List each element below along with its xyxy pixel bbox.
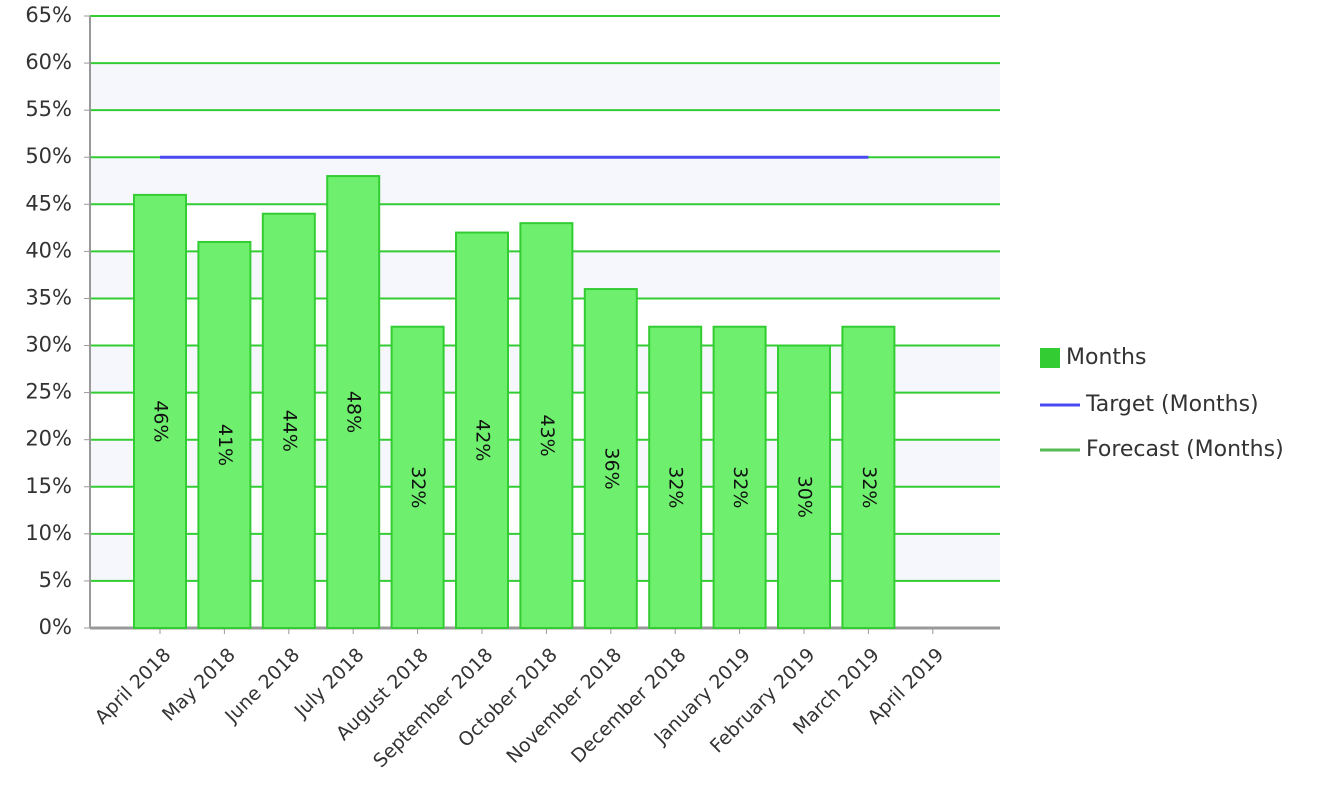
y-tick-label: 20% — [25, 427, 72, 451]
bar — [583, 288, 638, 629]
bar — [197, 240, 252, 629]
bar — [841, 325, 896, 629]
bar — [777, 344, 831, 629]
bar — [261, 212, 316, 629]
x-tick-label: September 2018 — [369, 644, 497, 772]
legend-swatch — [1040, 348, 1060, 368]
value-label: 32% — [407, 466, 429, 508]
bar — [712, 325, 767, 629]
legend-label: Forecast (Months) — [1086, 437, 1284, 462]
bar — [648, 325, 703, 629]
y-tick-label: 65% — [25, 3, 72, 27]
y-tick-label: 25% — [25, 380, 72, 404]
y-tick-label: 40% — [25, 238, 72, 262]
value-label: 32% — [729, 466, 751, 508]
x-tick-label: November 2018 — [502, 644, 626, 768]
bar — [519, 222, 574, 629]
x-tick-label: December 2018 — [567, 644, 691, 768]
bar — [390, 325, 445, 629]
y-tick-label: 60% — [25, 50, 72, 74]
y-tick-label: 5% — [39, 568, 72, 592]
value-label: 42% — [472, 419, 494, 461]
legend-label: Months — [1066, 345, 1146, 370]
value-label: 32% — [858, 466, 880, 508]
bar — [455, 231, 509, 630]
value-label: 36% — [600, 447, 622, 489]
value-label: 41% — [214, 424, 236, 466]
y-tick-label: 45% — [25, 191, 72, 215]
value-label: 44% — [278, 410, 300, 452]
y-tick-label: 50% — [25, 144, 72, 168]
y-tick-label: 0% — [39, 615, 72, 639]
value-label: 48% — [343, 391, 365, 433]
y-tick-label: 35% — [25, 285, 72, 309]
bar — [133, 193, 187, 629]
value-label: 43% — [536, 414, 558, 456]
plot-band — [90, 63, 1000, 111]
plot-band — [90, 157, 1000, 205]
value-label: 30% — [794, 476, 816, 518]
y-tick-label: 55% — [25, 97, 72, 121]
y-tick-label: 10% — [25, 521, 72, 545]
value-label: 46% — [150, 400, 172, 442]
y-tick-label: 15% — [25, 474, 72, 498]
value-label: 32% — [665, 466, 687, 508]
y-tick-label: 30% — [25, 333, 72, 357]
legend-label: Target (Months) — [1085, 392, 1259, 417]
bar — [326, 175, 381, 630]
